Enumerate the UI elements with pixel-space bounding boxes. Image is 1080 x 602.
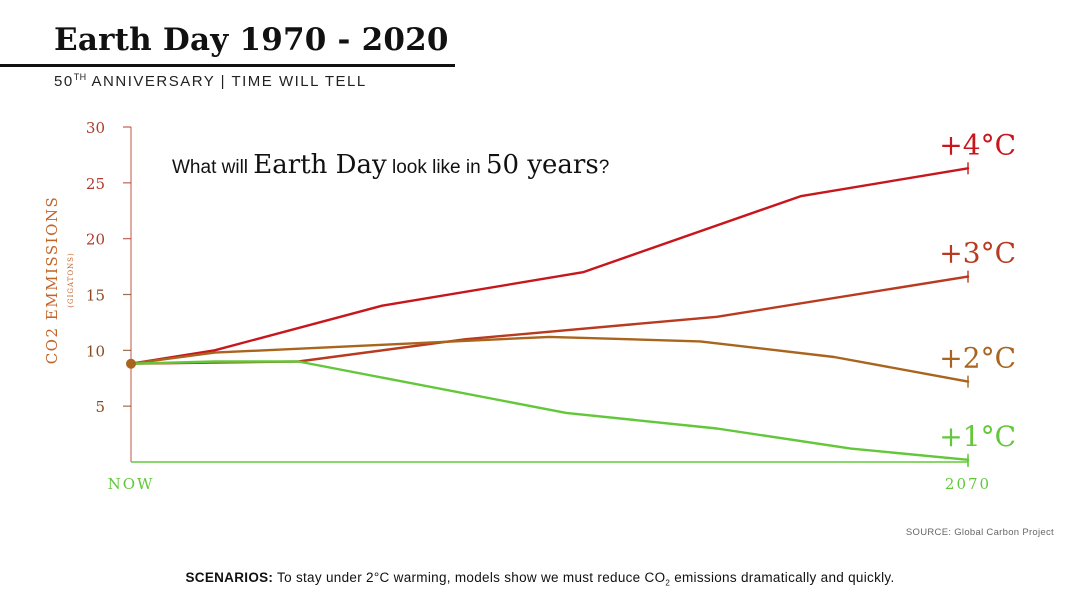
series-line <box>129 167 970 365</box>
scenarios-text-b: emissions dramatically and quickly. <box>670 570 895 585</box>
scenarios-label: SCENARIOS: <box>185 570 274 585</box>
y-tick-label: 10 <box>86 342 105 360</box>
title-underline <box>0 64 455 67</box>
subtitle: 50TH ANNIVERSARY | TIME WILL TELL <box>54 72 367 90</box>
series-label: +2°C <box>939 342 1016 375</box>
series-label: +3°C <box>939 237 1016 270</box>
axes: 5 10 15 20 25 30 NOW 2070 <box>86 119 991 493</box>
scenarios-footnote: SCENARIOS: To stay under 2°C warming, mo… <box>0 570 1080 588</box>
subtitle-ordinal: TH <box>73 72 87 82</box>
start-point-marker <box>126 358 136 369</box>
series-label: +4°C <box>939 128 1016 161</box>
y-tick-label: 20 <box>86 231 105 249</box>
x-tick-label-now: NOW <box>108 475 155 493</box>
y-tick-label: 15 <box>86 287 105 305</box>
y-axis-label: CO2 EMMISSIONS <box>43 196 61 365</box>
chart-title-part-4: 50 years <box>486 150 599 180</box>
y-tick-label: 5 <box>95 398 105 416</box>
chart-title-part-3: look like in <box>387 157 486 178</box>
chart-title-part-2: Earth Day <box>253 150 387 180</box>
scenarios-subscript: 2 <box>665 578 671 588</box>
y-axis-sublabel: (GIGATONS) <box>67 252 75 307</box>
chart-title-part-5: ? <box>599 157 610 178</box>
scenarios-text-a: To stay under 2°C warming, models show w… <box>273 570 666 585</box>
series-layer: +4°C +3°C +2°C +1°C <box>126 128 1016 466</box>
chart-title-part-1: What will <box>172 157 253 178</box>
page-title: Earth Day 1970 - 2020 <box>54 22 449 58</box>
source-note: SOURCE: Global Carbon Project <box>905 527 1054 538</box>
x-tick-label-end: 2070 <box>945 475 991 493</box>
subtitle-number: 50 <box>54 73 74 90</box>
y-tick-label: 25 <box>86 175 105 193</box>
y-axis-label-group: CO2 EMMISSIONS (GIGATONS) <box>43 196 75 365</box>
series-label: +1°C <box>939 420 1016 453</box>
chart-title: What will Earth Day look like in 50 year… <box>172 150 609 180</box>
subtitle-text: ANNIVERSARY | TIME WILL TELL <box>86 73 367 90</box>
series-line <box>129 335 970 383</box>
series-line <box>129 360 970 461</box>
y-tick-label: 30 <box>86 119 105 137</box>
